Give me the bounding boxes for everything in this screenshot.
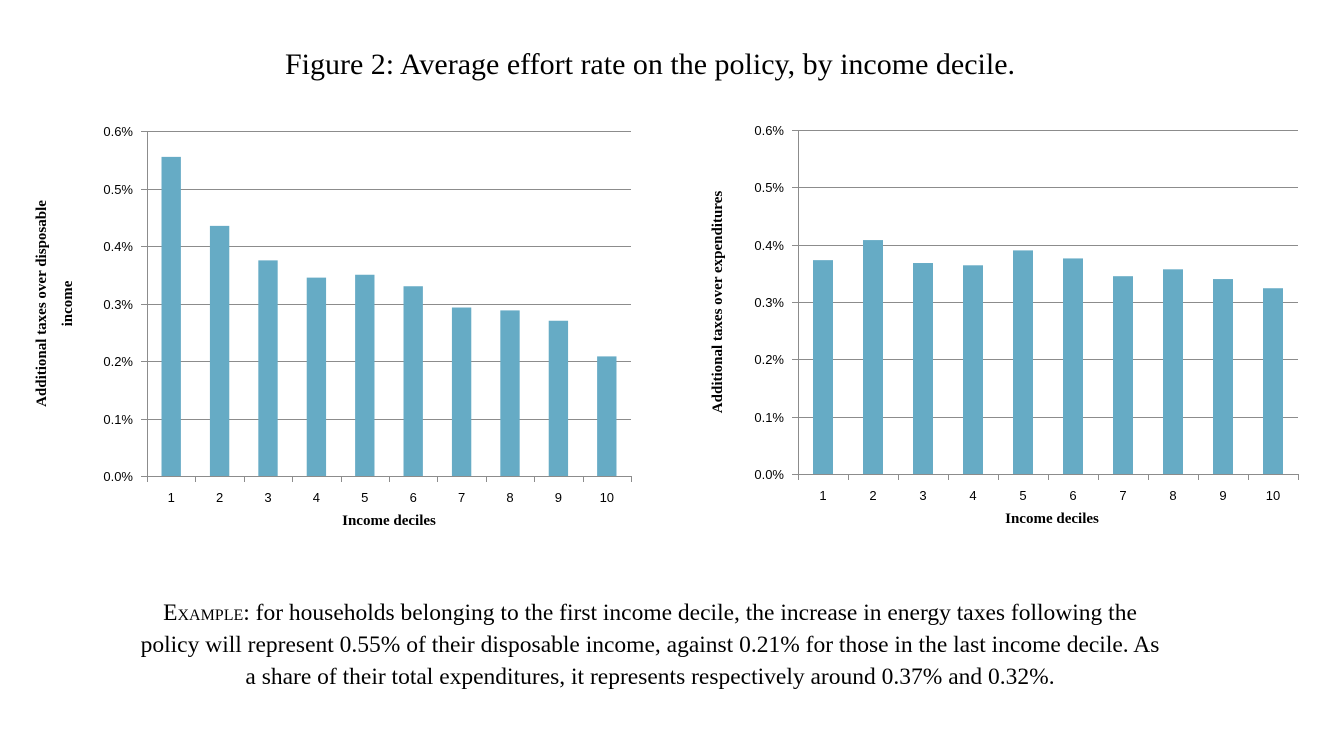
caption-line-2: policy will represent 0.55% of their dis…	[140, 632, 1160, 658]
x-tick-label: 10	[1266, 488, 1280, 503]
bar	[500, 310, 520, 476]
bar	[1163, 269, 1183, 474]
bar	[209, 225, 230, 476]
y-tick-label: 0.5%	[754, 180, 784, 195]
bar	[1263, 288, 1283, 474]
figure-caption: Example: for households belonging to the…	[0, 597, 1300, 693]
x-tick-label: 10	[600, 490, 614, 505]
x-tick-label: 7	[1119, 488, 1126, 503]
bar	[1063, 258, 1083, 474]
bar	[306, 277, 327, 476]
y-tick-label: 0.6%	[103, 124, 133, 139]
bar	[1013, 250, 1033, 474]
caption-lead: Example:	[163, 600, 250, 626]
bar	[1113, 276, 1133, 474]
y-axis-title: Additional taxes over expenditures	[710, 191, 726, 414]
y-tick-label: 0.0%	[103, 469, 133, 484]
caption-line-1-text: for households belonging to the first in…	[255, 600, 1137, 626]
x-tick-label: 5	[361, 490, 368, 505]
x-tick-label: 3	[919, 488, 926, 503]
x-tick-label: 4	[969, 488, 976, 503]
y-tick-label: 0.4%	[103, 239, 133, 254]
y-tick-label: 0.1%	[103, 412, 133, 427]
bar	[597, 356, 617, 476]
x-tick-label: 1	[168, 490, 175, 505]
y-tick-label: 0.6%	[754, 123, 784, 138]
x-tick-label: 5	[1019, 488, 1026, 503]
bar	[451, 307, 472, 476]
y-tick-label: 0.0%	[754, 467, 784, 482]
caption-line-1: Example: for households belonging to the…	[0, 597, 1300, 629]
x-tick-label: 9	[555, 490, 562, 505]
x-tick-label: 3	[264, 490, 271, 505]
y-tick-label: 0.2%	[103, 354, 133, 369]
y-tick-label: 0.3%	[754, 295, 784, 310]
figure-title: Figure 2: Average effort rate on the pol…	[284, 48, 1016, 81]
x-axis-title: Income deciles	[1005, 511, 1099, 527]
bar	[913, 263, 933, 474]
y-tick-label: 0.4%	[754, 238, 784, 253]
x-tick-label: 4	[313, 490, 320, 505]
y-tick-label: 0.5%	[103, 182, 133, 197]
x-tick-label: 7	[458, 490, 465, 505]
bar	[548, 320, 569, 476]
y-tick-label: 0.2%	[754, 352, 784, 367]
x-tick-label: 2	[216, 490, 223, 505]
x-tick-label: 8	[1169, 488, 1176, 503]
bar	[963, 265, 983, 474]
x-axis-title: Income deciles	[342, 513, 436, 529]
bar	[258, 260, 278, 476]
x-tick-label: 6	[1069, 488, 1076, 503]
bar	[355, 274, 375, 476]
y-tick-label: 0.3%	[103, 297, 133, 312]
caption-line-3: a share of their total expenditures, it …	[245, 664, 1055, 690]
x-tick-label: 8	[506, 490, 513, 505]
x-tick-label: 6	[410, 490, 417, 505]
x-tick-label: 9	[1219, 488, 1226, 503]
bar	[1213, 279, 1233, 474]
x-tick-label: 1	[819, 488, 826, 503]
bar	[863, 240, 883, 474]
y-axis-title: Additional taxes over disposable	[34, 200, 50, 407]
y-axis-title: income	[60, 280, 76, 326]
bar	[403, 286, 423, 476]
bar	[161, 156, 181, 476]
x-tick-label: 2	[869, 488, 876, 503]
y-tick-label: 0.1%	[754, 410, 784, 425]
bar	[813, 260, 833, 474]
